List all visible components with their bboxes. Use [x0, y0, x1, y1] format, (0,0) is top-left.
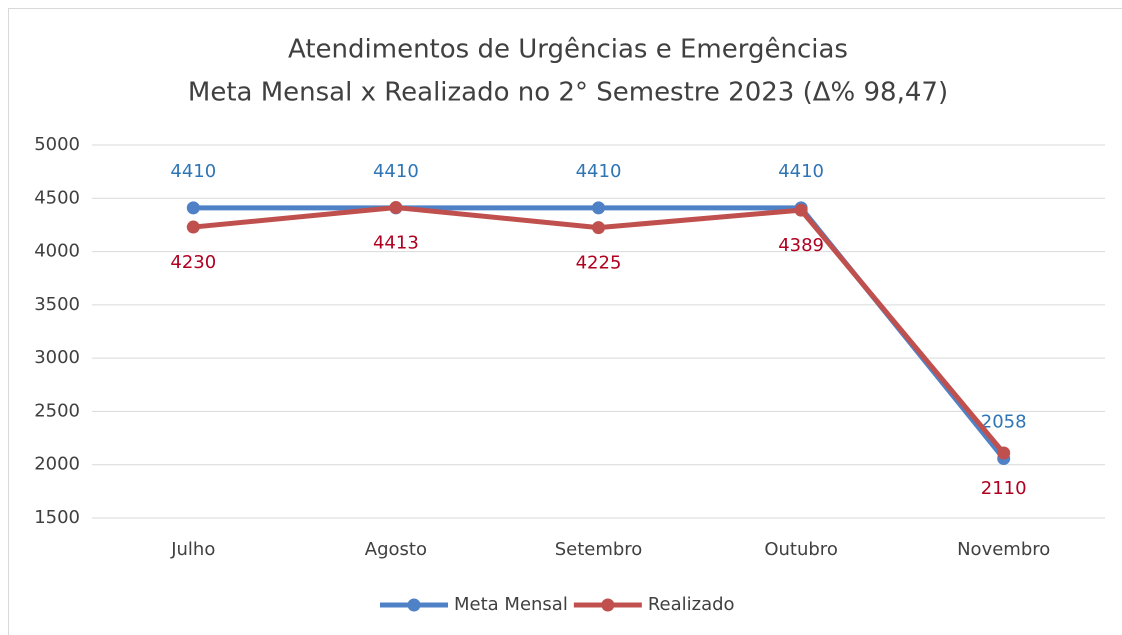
point — [592, 201, 605, 215]
point — [186, 201, 200, 215]
y-tick-label: 1500 — [34, 507, 80, 528]
y-tick-label: 3000 — [34, 347, 80, 368]
data-label: 4230 — [170, 252, 216, 273]
y-tick-label: 5000 — [34, 134, 80, 155]
data-label: 4389 — [778, 235, 824, 256]
point — [389, 201, 403, 215]
data-label: 4413 — [373, 233, 419, 254]
chart-title: Atendimentos de Urgências e Emergências — [288, 35, 848, 65]
point — [997, 446, 1011, 460]
y-tick-label: 2000 — [34, 454, 80, 475]
data-label: 4410 — [373, 161, 419, 182]
x-tick-label: Julho — [170, 539, 215, 560]
data-label: 4410 — [170, 161, 216, 182]
y-tick-label: 4000 — [34, 241, 80, 262]
legend-marker — [407, 598, 421, 612]
point — [186, 220, 200, 234]
y-tick-label: 3500 — [34, 294, 80, 315]
x-tick-label: Setembro — [555, 539, 643, 560]
x-tick-label: Novembro — [957, 539, 1050, 560]
legend-marker — [601, 598, 615, 612]
point — [794, 203, 808, 217]
legend-label: Meta Mensal — [454, 594, 568, 615]
chart-border — [8, 8, 1122, 635]
y-tick-label: 2500 — [34, 400, 80, 421]
y-tick-label: 4500 — [34, 187, 80, 208]
data-label: 4410 — [576, 161, 622, 182]
chart-subtitle: Meta Mensal x Realizado no 2° Semestre 2… — [188, 78, 948, 108]
data-label: 4410 — [778, 161, 824, 182]
data-label: 2058 — [981, 412, 1027, 433]
point — [592, 221, 605, 235]
legend-label: Realizado — [648, 594, 735, 615]
data-label: 2110 — [981, 478, 1027, 499]
x-tick-label: Agosto — [365, 539, 427, 560]
x-tick-label: Outubro — [764, 539, 838, 560]
data-label: 4225 — [576, 253, 622, 274]
